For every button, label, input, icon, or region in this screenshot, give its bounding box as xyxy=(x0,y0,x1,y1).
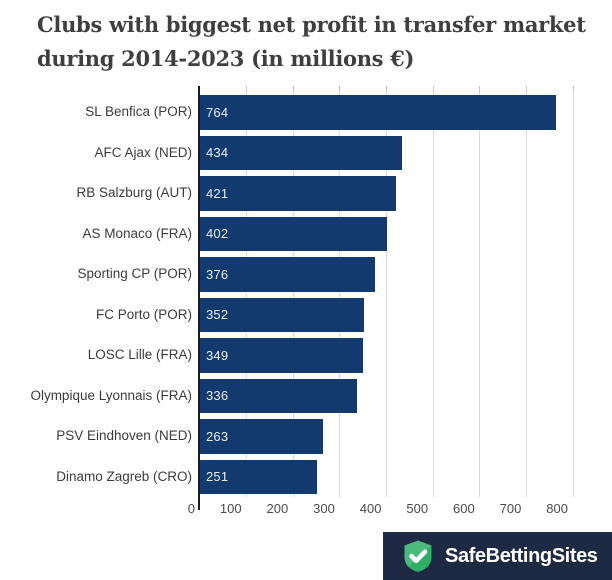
gridline-600 xyxy=(479,92,481,497)
bar-rb-salzburg-aut: 421 xyxy=(200,176,397,211)
axis-tick-700 xyxy=(525,86,527,92)
gridline-200 xyxy=(292,92,294,497)
axis-tick-600 xyxy=(479,86,481,92)
bar-value-label: 336 xyxy=(206,388,229,404)
bar-dinamo-zagreb-cro: 251 xyxy=(200,459,318,494)
x-tick-label-800: 800 xyxy=(546,501,568,516)
x-tick-label-700: 700 xyxy=(499,501,522,516)
gridline-700 xyxy=(525,92,527,497)
category-label: Dinamo Zagreb (CRO) xyxy=(56,468,192,484)
category-label: SL Benfica (POR) xyxy=(85,104,192,119)
bar-psv-eindhoven-ned: 263 xyxy=(200,419,323,454)
bar-as-monaco-fra: 402 xyxy=(200,216,388,251)
gridline-400 xyxy=(386,92,387,497)
category-label: FC Porto (POR) xyxy=(95,306,192,322)
axis-tick-300 xyxy=(339,86,341,92)
gridline-500 xyxy=(432,92,434,497)
chart-title-line2: during 2014-2023 (in millions €) xyxy=(37,46,415,71)
x-tick-label-0: 0 xyxy=(187,501,195,516)
chart-title: Clubs with biggest net profit in transfe… xyxy=(37,8,602,76)
bar-value-label: 376 xyxy=(206,266,229,282)
x-tick-label-300: 300 xyxy=(313,501,335,516)
x-tick-label-200: 200 xyxy=(266,501,289,516)
brand-name: SafeBettingSites xyxy=(445,544,598,567)
y-axis-line xyxy=(198,86,200,510)
gridline-300 xyxy=(339,92,341,497)
axis-tick-800 xyxy=(572,86,574,92)
bar-value-label: 352 xyxy=(206,307,229,323)
plot-area: 0 100 200 300 400 500 600 700 800 SL Benfica (POR… xyxy=(30,86,574,516)
gridline-800 xyxy=(572,92,574,497)
bar-value-label: 434 xyxy=(206,145,229,161)
bar-sl-benfica-por: 764 xyxy=(200,95,557,130)
bar-value-label: 251 xyxy=(206,469,229,485)
bar-value-label: 764 xyxy=(206,104,229,120)
brand-footer: SafeBettingSites xyxy=(383,532,612,580)
axis-tick-500 xyxy=(432,86,434,92)
category-label: PSV Eindhoven (NED) xyxy=(56,428,192,443)
bar-olympique-lyonnais-fra: 336 xyxy=(200,378,357,413)
category-label: AS Monaco (FRA) xyxy=(82,225,192,241)
shield-check-icon xyxy=(401,539,435,573)
bar-value-label: 263 xyxy=(206,428,229,444)
category-label: AFC Ajax (NED) xyxy=(94,144,192,160)
x-tick-label-400: 400 xyxy=(359,501,382,516)
bar-value-label: 349 xyxy=(206,347,229,363)
x-tick-label-600: 600 xyxy=(453,501,475,516)
bar-fc-porto-por: 352 xyxy=(200,297,365,332)
gridline-100 xyxy=(246,92,248,497)
category-label: LOSC Lille (FRA) xyxy=(87,347,192,362)
bar-afc-ajax-ned: 434 xyxy=(200,135,403,170)
category-label: RB Salzburg (AUT) xyxy=(76,185,192,200)
x-tick-label-500: 500 xyxy=(406,501,429,516)
chart-title-line1: Clubs with biggest net profit in transfe… xyxy=(37,12,586,37)
bar-losc-lille-fra: 349 xyxy=(200,338,363,373)
category-label: Sporting CP (POR) xyxy=(77,266,192,281)
bar-sporting-cp-por: 376 xyxy=(200,257,376,292)
bar-value-label: 402 xyxy=(206,226,229,242)
x-tick-label-100: 100 xyxy=(219,501,242,516)
bar-value-label: 421 xyxy=(206,185,229,201)
axis-tick-200 xyxy=(292,86,294,92)
category-label: Olympique Lyonnais (FRA) xyxy=(30,387,192,403)
axis-tick-400 xyxy=(386,86,387,92)
axis-tick-100 xyxy=(246,86,248,92)
